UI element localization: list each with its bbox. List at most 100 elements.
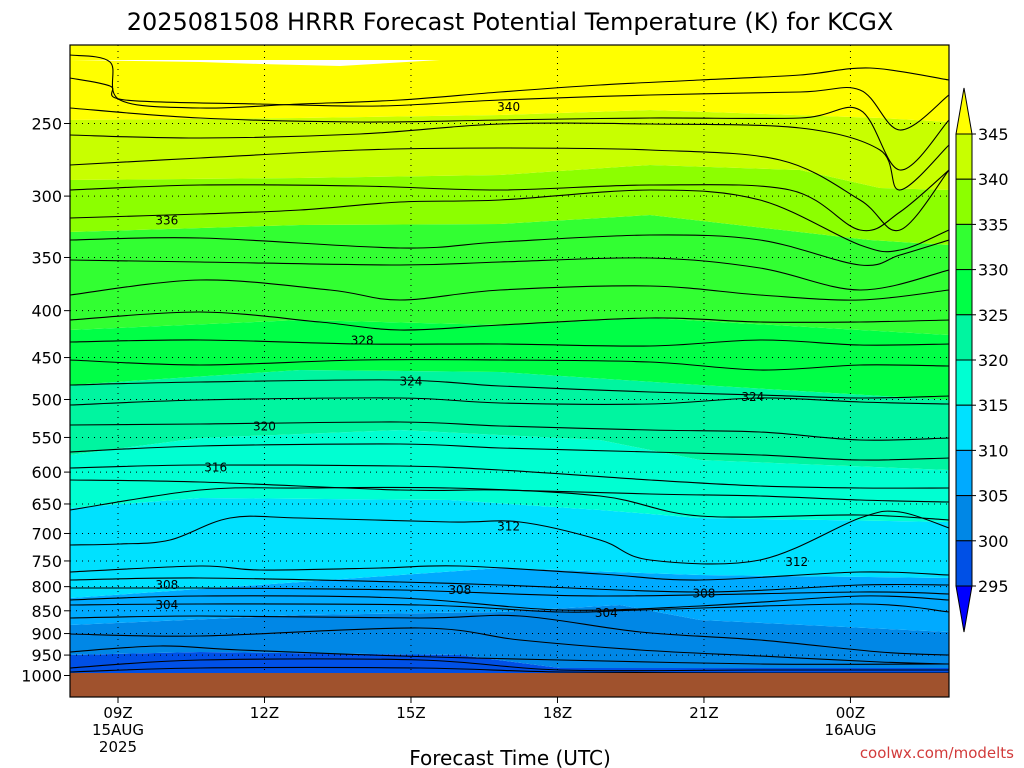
grid-lines bbox=[70, 45, 949, 697]
colorbar-swatch bbox=[955, 269, 973, 316]
contour-label-text: 312 bbox=[785, 555, 808, 569]
contour-label: 328 bbox=[351, 333, 374, 347]
colorbar-swatch bbox=[955, 359, 973, 406]
contour-line bbox=[70, 106, 949, 171]
contour-band bbox=[70, 498, 949, 598]
credit-text: coolwx.com/modelts bbox=[860, 744, 1014, 762]
colorbar-label: 315 bbox=[978, 396, 1009, 415]
contour-label: 316 bbox=[204, 460, 227, 474]
contour-label-text: 336 bbox=[155, 214, 178, 228]
contour-line bbox=[70, 169, 949, 232]
colorbar-label: 295 bbox=[978, 577, 1009, 596]
contour-label-text: 304 bbox=[155, 598, 178, 612]
colorbar-swatch bbox=[955, 449, 973, 497]
contour-line bbox=[70, 627, 949, 665]
contour-label: 308 bbox=[693, 587, 716, 601]
y-tick-label: 400 bbox=[31, 302, 62, 321]
x-tick-label: 00Z bbox=[836, 704, 865, 722]
contour-line bbox=[70, 603, 949, 613]
contour-label-text: 328 bbox=[351, 333, 374, 347]
colorbar-swatch bbox=[955, 404, 973, 451]
contour-label: 324 bbox=[400, 375, 423, 389]
contour-line bbox=[70, 359, 949, 371]
contour-label-text: 312 bbox=[497, 520, 520, 534]
contour-line bbox=[70, 565, 949, 581]
contour-label-text: 320 bbox=[253, 419, 276, 433]
colorbar-swatch bbox=[955, 223, 973, 271]
colorbar-swatch bbox=[955, 133, 973, 180]
colorbar: 345 340 335 330 325 320 315 310 305 300 295 bbox=[955, 87, 1009, 633]
colorbar-cap bbox=[955, 87, 973, 135]
contour-line bbox=[70, 577, 949, 593]
x-tick-label: 09Z bbox=[103, 704, 132, 722]
contour-label-text: 308 bbox=[155, 578, 178, 592]
y-tick-label: 900 bbox=[31, 625, 62, 644]
contour-band bbox=[70, 370, 949, 470]
contour-line bbox=[70, 443, 949, 461]
contour-line bbox=[70, 54, 949, 109]
contour-label: 312 bbox=[497, 520, 520, 534]
contour-label: 308 bbox=[448, 583, 471, 597]
contour-line bbox=[70, 147, 949, 232]
colorbar-label: 345 bbox=[978, 125, 1009, 144]
contour-band bbox=[70, 45, 949, 60]
contour-label: 340 bbox=[497, 100, 520, 114]
contour-labels: 340 336 328 324 324 320 316 312 312 308 308 308 304 3… bbox=[155, 100, 808, 620]
contour-line bbox=[70, 595, 949, 611]
contour-band bbox=[70, 46, 949, 122]
contour-line bbox=[70, 645, 949, 665]
contour-line bbox=[70, 339, 949, 347]
y-tick-label: 700 bbox=[31, 524, 62, 543]
contour-line bbox=[70, 510, 949, 565]
y-tick-label: 600 bbox=[31, 463, 62, 482]
y-tick-label: 650 bbox=[31, 495, 62, 514]
colorbar-label: 325 bbox=[978, 306, 1009, 325]
colorbar-label: 310 bbox=[978, 441, 1009, 460]
contour-line bbox=[70, 189, 949, 253]
y-tick-label: 300 bbox=[31, 187, 62, 206]
plot-frame bbox=[69, 44, 950, 698]
x-tick-label: 18Z bbox=[543, 704, 572, 722]
contour-label: 312 bbox=[785, 555, 808, 569]
colorbar-label: 335 bbox=[978, 215, 1009, 234]
contour-line bbox=[70, 77, 949, 131]
colorbar-swatch bbox=[955, 495, 973, 542]
contour-label-text: 304 bbox=[595, 606, 618, 620]
contour-label-text: 316 bbox=[204, 460, 227, 474]
filled-contours bbox=[70, 45, 949, 697]
contour-line bbox=[70, 486, 949, 521]
y-tick-label: 550 bbox=[31, 428, 62, 447]
x-tick-label: 15Z bbox=[396, 704, 425, 722]
contour-line bbox=[70, 397, 949, 406]
contour-label-text: 308 bbox=[448, 583, 471, 597]
colorbar-swatch bbox=[955, 540, 973, 587]
x-tick-label: 2025 bbox=[99, 738, 137, 756]
x-axis-label: Forecast Time (UTC) bbox=[409, 746, 611, 768]
colorbar-swatch bbox=[955, 178, 973, 225]
y-tick-label: 500 bbox=[31, 391, 62, 410]
contour-label: 308 bbox=[155, 578, 178, 592]
contour-lines bbox=[70, 54, 949, 674]
contour-line bbox=[70, 421, 949, 441]
colorbar-label: 305 bbox=[978, 487, 1009, 506]
contour-band bbox=[70, 110, 949, 190]
contour-line bbox=[70, 311, 949, 331]
contour-line bbox=[70, 122, 949, 191]
y-tick-label: 950 bbox=[31, 646, 62, 665]
contour-label: 324 bbox=[741, 390, 764, 404]
y-tick-label: 850 bbox=[31, 602, 62, 621]
contour-line bbox=[70, 234, 949, 267]
contour-label: 304 bbox=[595, 606, 618, 620]
contour-band bbox=[70, 430, 949, 522]
ground-surface bbox=[70, 673, 949, 697]
y-tick-label: 250 bbox=[31, 115, 62, 134]
contour-line bbox=[70, 587, 949, 597]
contour-band bbox=[70, 215, 949, 335]
contour-label: 336 bbox=[155, 214, 178, 228]
y-tick-label: 450 bbox=[31, 349, 62, 368]
colorbar-swatch bbox=[955, 314, 973, 361]
colorbar-label: 330 bbox=[978, 261, 1009, 280]
y-axis: 250 300 350 400 450 500 550 600 650 700 750 800 850 9… bbox=[21, 115, 70, 686]
colorbar-label: 340 bbox=[978, 170, 1009, 189]
